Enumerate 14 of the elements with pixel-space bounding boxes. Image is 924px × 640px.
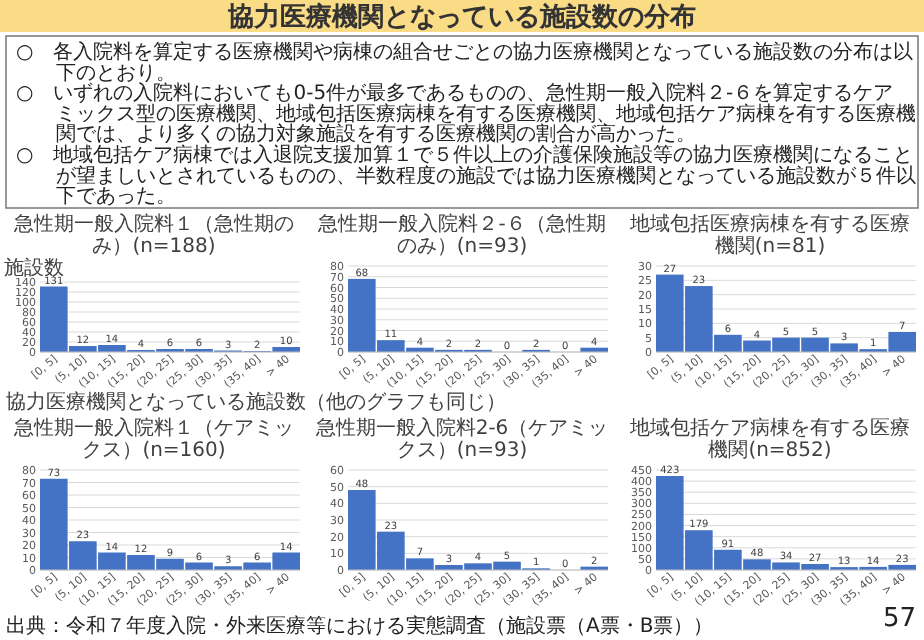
chart-title: 急性期一般入院料１（ケアミックス）(n=160) [12, 416, 294, 462]
text: 協力医療機関となっている施設数の分布 [226, 1, 696, 33]
chart-title: 急性期一般入院料１（急性期のみ）(n=188) [12, 212, 294, 258]
text: 57 [882, 604, 916, 634]
text: ○ 各入院料を算定する医療機関や病棟の組合せごとの協力医療機関となっている施設数の分布は以下のとおり。 [16, 40, 914, 85]
chart-title: 地域包括医療病棟を有する医療機関(n=81) [628, 212, 910, 258]
text: ○ いずれの入院料においても0-5件が最多であるものの、急性期一般入院料２-６を算定するケアミックス型の医療機関、地域包括医療病棟を有する医療機関、地域包括ケア病棟を有する医療機関では、より多くの協力対象施設を有する医療機関の割合が高かった。 [16, 81, 916, 147]
y-axis-title: 施設数 [4, 256, 64, 280]
text: ○ 地域包括ケア病棟では入退院支援加算１で５件以上の介護保険施設等の協力医療機関になることが望ましいとされているものの、半数程度の施設では協力医療機関となっている施設数が５件以下であった。 [16, 143, 916, 209]
chart-title: 急性期一般入院料２-６（急性期のみ）(n=93) [316, 212, 606, 258]
x-axis-title: 協力医療機関となっている施設数（他のグラフも同じ） [6, 390, 506, 414]
chart-title: 急性期一般入院料2-6（ケアミックス）(n=93) [313, 416, 609, 462]
source-note: 出典：令和７年度入院・外来医療等における実態調査（施設票（A票・B票）） [6, 614, 714, 638]
chart-title: 地域包括ケア病棟を有する医療機関(n=852) [628, 416, 910, 462]
